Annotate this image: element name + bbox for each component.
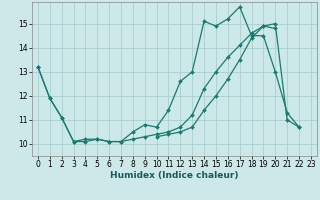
X-axis label: Humidex (Indice chaleur): Humidex (Indice chaleur): [110, 171, 239, 180]
